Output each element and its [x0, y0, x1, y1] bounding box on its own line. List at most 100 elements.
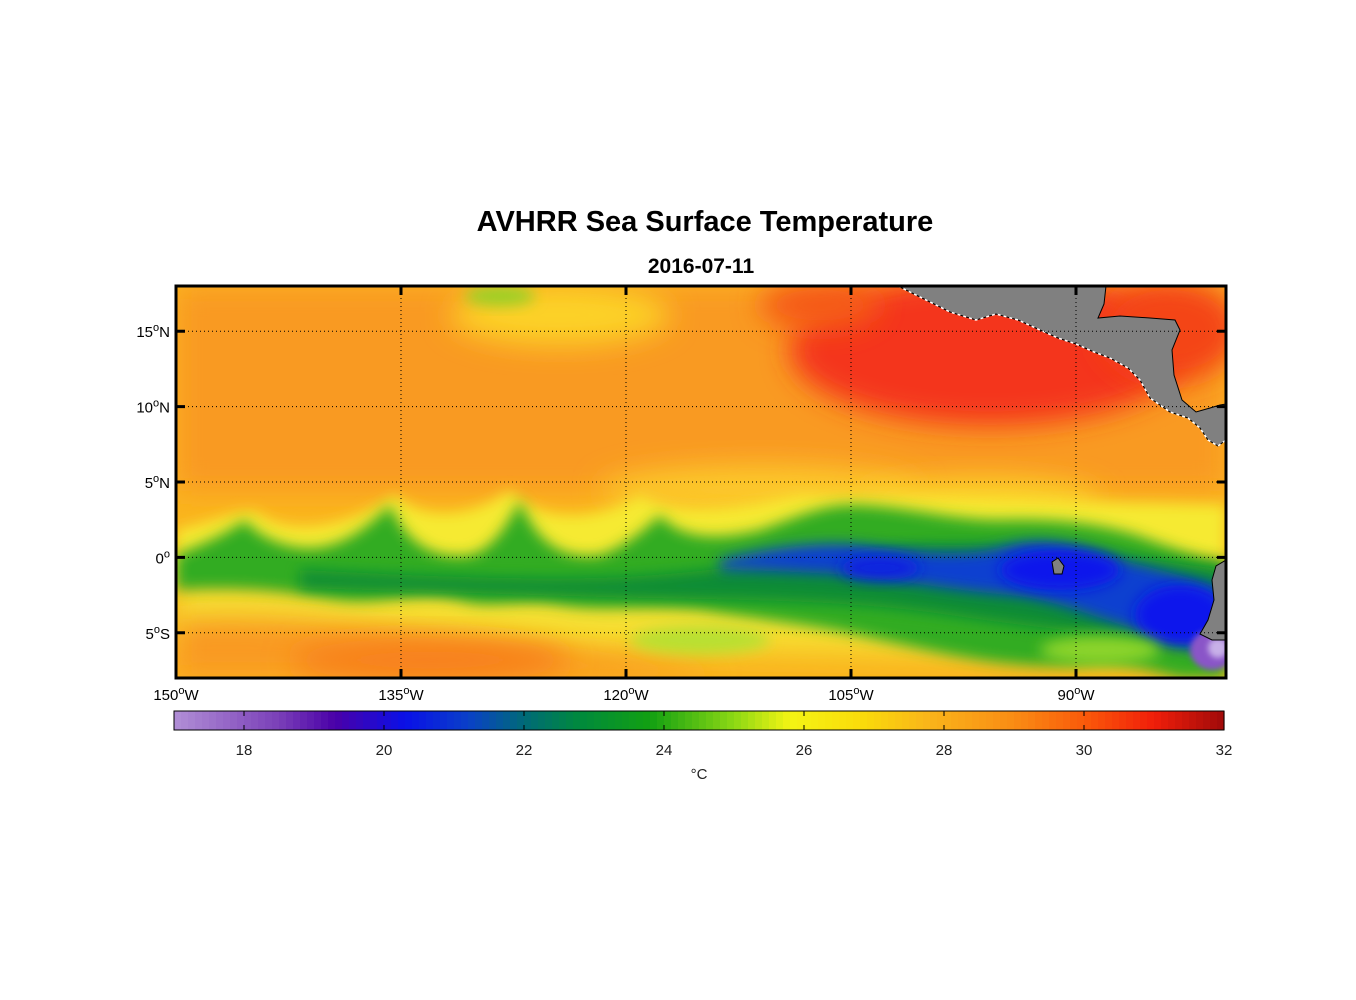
colorbar-swatch — [566, 711, 574, 730]
colorbar-swatch — [720, 711, 728, 730]
colorbar-swatch — [202, 711, 210, 730]
colorbar-swatch — [1196, 711, 1204, 730]
lon-tick-label: 135oW — [378, 685, 424, 704]
central-america-coastline — [897, 286, 1226, 447]
colorbar-swatch — [181, 711, 189, 730]
colorbar-swatch — [482, 711, 490, 730]
colorbar-swatch — [384, 711, 392, 730]
colorbar-swatch — [1021, 711, 1029, 730]
colorbar-swatch — [272, 711, 280, 730]
colorbar-swatch — [713, 711, 721, 730]
colorbar-swatch — [223, 711, 231, 730]
colorbar-swatch — [1063, 711, 1071, 730]
colorbar-swatch — [636, 711, 644, 730]
colorbar-swatch — [419, 711, 427, 730]
colorbar-swatch — [804, 711, 812, 730]
colorbar-swatch — [300, 711, 308, 730]
lat-tick-label: 0o — [156, 548, 170, 567]
colorbar-swatch — [440, 711, 448, 730]
colorbar-swatch — [1070, 711, 1078, 730]
colorbar-swatch — [461, 711, 469, 730]
colorbar-swatch — [216, 711, 224, 730]
colorbar-swatch — [342, 711, 350, 730]
colorbar-swatch — [734, 711, 742, 730]
colorbar-swatch — [286, 711, 294, 730]
colorbar-swatch — [195, 711, 203, 730]
colorbar-swatch — [664, 711, 672, 730]
colorbar-swatch — [1049, 711, 1057, 730]
colorbar-swatch — [671, 711, 679, 730]
colorbar-swatch — [706, 711, 714, 730]
colorbar-swatch — [447, 711, 455, 730]
colorbar-swatch — [993, 711, 1001, 730]
colorbar-swatch — [601, 711, 609, 730]
lon-tick-label: 120oW — [603, 685, 649, 704]
colorbar-swatch — [1091, 711, 1099, 730]
colorbar-swatch — [790, 711, 798, 730]
colorbar-swatch — [1133, 711, 1141, 730]
colorbar-swatch — [832, 711, 840, 730]
colorbar-swatch — [468, 711, 476, 730]
colorbar-swatch — [923, 711, 931, 730]
colorbar-swatch — [1217, 711, 1225, 730]
colorbar-swatch — [783, 711, 791, 730]
colorbar-swatch — [951, 711, 959, 730]
colorbar-swatch — [888, 711, 896, 730]
colorbar-swatch — [818, 711, 826, 730]
colorbar-swatch — [1000, 711, 1008, 730]
colorbar-swatch — [958, 711, 966, 730]
colorbar-swatch — [867, 711, 875, 730]
colorbar-swatch — [552, 711, 560, 730]
colorbar-swatch — [244, 711, 252, 730]
colorbar-swatch — [524, 711, 532, 730]
colorbar-tick-label: 32 — [1216, 742, 1233, 759]
colorbar-swatch — [279, 711, 287, 730]
colorbar-swatch — [1168, 711, 1176, 730]
colorbar-swatch — [1084, 711, 1092, 730]
graticule — [176, 286, 1226, 678]
colorbar-swatch — [1210, 711, 1218, 730]
colorbar-swatch — [944, 711, 952, 730]
colorbar-swatch — [230, 711, 238, 730]
colorbar-swatch — [594, 711, 602, 730]
colorbar-swatch — [1126, 711, 1134, 730]
lon-tick-label: 150oW — [153, 685, 199, 704]
colorbar-swatch — [608, 711, 616, 730]
colorbar-swatch — [1147, 711, 1155, 730]
colorbar-swatch — [1154, 711, 1162, 730]
colorbar-swatch — [503, 711, 511, 730]
colorbar-swatch — [629, 711, 637, 730]
colorbar-unit-label: °C — [691, 766, 708, 783]
axis-labels: 150oW 135oW 120oW 105oW 90oW 15oN 10oN 5oN 0o 5oS — [136, 322, 1095, 704]
chart-date: 2016-07-11 — [647, 255, 755, 278]
colorbar-swatch — [188, 711, 196, 730]
colorbar-swatch — [1077, 711, 1085, 730]
colorbar-swatch — [1014, 711, 1022, 730]
colorbar-swatch — [643, 711, 651, 730]
colorbar-swatch — [699, 711, 707, 730]
colorbar-swatch — [748, 711, 756, 730]
lat-tick-label: 10oN — [136, 398, 170, 417]
colorbar-swatch — [307, 711, 315, 730]
colorbar-swatch — [979, 711, 987, 730]
colorbar-tick-label: 26 — [796, 742, 813, 759]
colorbar-swatch — [209, 711, 217, 730]
south-america-land — [1199, 559, 1226, 641]
colorbar: 18 20 22 24 26 28 30 32 °C — [173, 710, 1233, 783]
colorbar-swatch — [741, 711, 749, 730]
colorbar-swatch — [510, 711, 518, 730]
colorbar-swatch — [587, 711, 595, 730]
central-america-land — [897, 286, 1226, 447]
colorbar-swatch — [692, 711, 700, 730]
colorbar-tick-label: 18 — [236, 742, 253, 759]
colorbar-swatch — [874, 711, 882, 730]
colorbar-swatch — [1140, 711, 1148, 730]
colorbar-swatch — [937, 711, 945, 730]
colorbar-swatch — [895, 711, 903, 730]
colorbar-swatch — [426, 711, 434, 730]
colorbar-swatch — [328, 711, 336, 730]
colorbar-swatch — [860, 711, 868, 730]
colorbar-swatch — [846, 711, 854, 730]
colorbar-tick-label: 20 — [376, 742, 393, 759]
